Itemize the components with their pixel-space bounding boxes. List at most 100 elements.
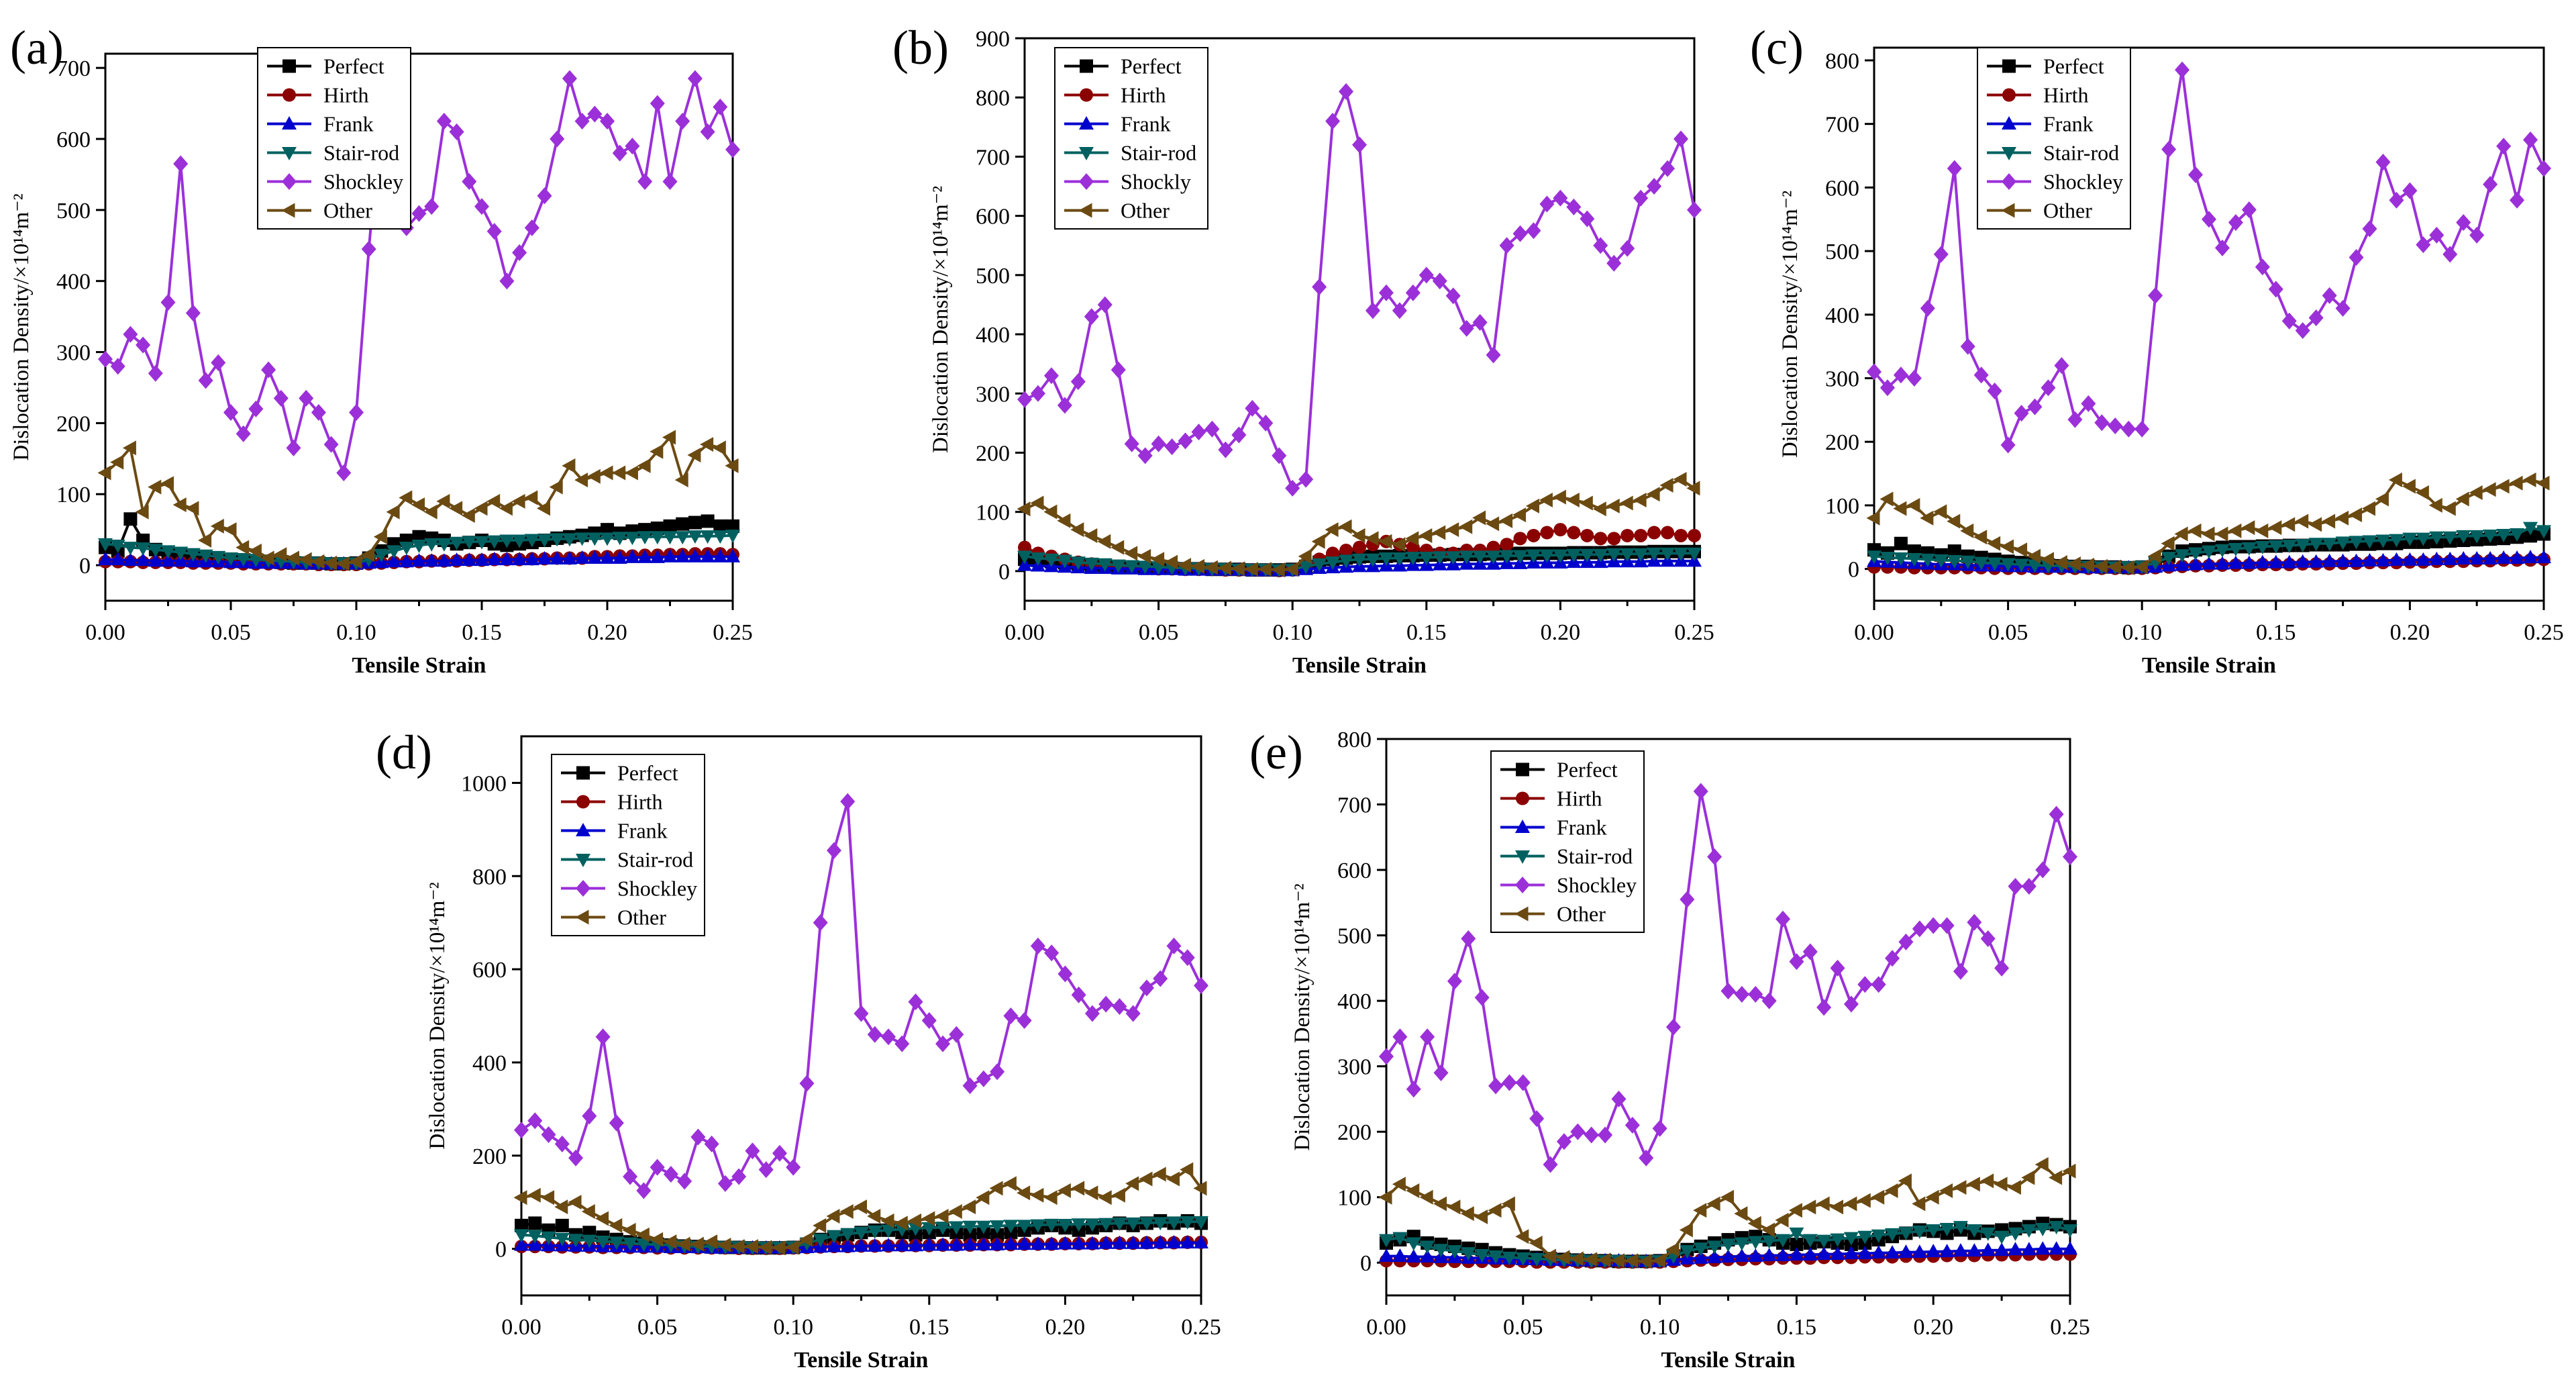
legend-marker <box>1080 88 1093 102</box>
data-point <box>123 542 138 556</box>
data-point <box>1125 1235 1141 1249</box>
chart-panel-4: (d) 0.00 0.05 0.10 0.15 0.20 0.25 0 200 400 600 800… <box>376 726 1221 1373</box>
data-point <box>1980 930 1996 947</box>
data-point <box>1191 424 1206 441</box>
legend-label: Other <box>323 199 372 223</box>
data-point <box>1830 1246 1845 1261</box>
data-point <box>826 842 841 859</box>
data-point <box>663 1234 677 1250</box>
y-axis-label: Dislocation Density/×10¹⁴m⁻² <box>425 882 450 1149</box>
data-point <box>609 1114 624 1132</box>
data-point <box>1652 1120 1667 1137</box>
data-point <box>123 326 138 343</box>
data-point <box>499 534 515 548</box>
data-point <box>2536 550 2551 564</box>
data-point <box>136 552 151 566</box>
data-point <box>675 548 690 562</box>
data-point <box>1098 995 1114 1013</box>
data-point <box>527 1237 543 1251</box>
legend-marker <box>576 854 590 867</box>
data-point <box>2214 526 2228 542</box>
data-point <box>1556 1133 1572 1150</box>
y-tick-label: 900 <box>976 27 1010 52</box>
data-point <box>1620 528 1635 542</box>
data-point <box>2161 141 2177 158</box>
data-point <box>1474 1209 1488 1224</box>
data-point <box>637 458 651 473</box>
data-point <box>1857 1230 1873 1244</box>
legend: Perfect Hirth Frank Stair-rod Shockley Other <box>1490 750 1645 933</box>
data-point <box>524 219 539 236</box>
legend-label: Frank <box>1121 112 1171 136</box>
data-point <box>1606 548 1622 562</box>
data-point <box>1707 1249 1722 1263</box>
data-point <box>894 1238 910 1252</box>
data-point <box>1802 1199 1816 1215</box>
data-point <box>1625 1116 1640 1134</box>
data-point <box>1885 1228 1900 1242</box>
data-point <box>637 531 653 545</box>
data-point <box>449 501 463 516</box>
data-point <box>976 1190 990 1205</box>
data-point <box>1926 917 1941 934</box>
data-point <box>637 549 653 563</box>
data-point <box>2523 131 2538 148</box>
data-point <box>1539 195 1555 213</box>
data-point <box>299 389 314 407</box>
data-point <box>1071 1181 1085 1196</box>
data-point <box>1030 552 1045 566</box>
data-point <box>1139 1171 1153 1187</box>
x-tick-label: 0.25 <box>1181 1315 1221 1340</box>
data-point <box>1512 225 1528 242</box>
data-point <box>881 1224 896 1238</box>
data-point <box>1790 1237 1804 1251</box>
data-point <box>813 1234 828 1248</box>
data-point <box>1734 985 1749 1003</box>
data-point <box>1884 1183 1898 1198</box>
data-point <box>1312 278 1327 295</box>
data-point <box>2281 312 2297 330</box>
x-tick-label: 0.00 <box>1854 620 1894 645</box>
data-point <box>1351 528 1366 543</box>
x-tick-label: 0.10 <box>336 620 376 645</box>
data-point <box>1392 302 1407 319</box>
data-point <box>675 113 690 130</box>
data-point <box>449 536 464 550</box>
data-point <box>2268 554 2283 569</box>
data-point <box>1339 544 1353 558</box>
data-point <box>499 552 515 566</box>
data-point <box>1365 302 1380 319</box>
y-tick-label: 600 <box>976 205 1010 230</box>
data-point <box>1606 254 1622 272</box>
data-point <box>962 1220 978 1234</box>
data-point <box>2536 475 2550 491</box>
data-point <box>1257 562 1272 577</box>
data-point <box>2014 558 2029 573</box>
data-point <box>1513 532 1527 546</box>
data-point <box>2335 553 2351 567</box>
data-point <box>713 519 727 533</box>
data-point <box>1529 1235 1543 1250</box>
data-point <box>1043 367 1059 385</box>
data-point <box>622 1222 636 1238</box>
data-point <box>1405 284 1421 301</box>
data-point <box>623 1237 638 1251</box>
data-point <box>700 437 714 452</box>
data-point <box>1960 555 1975 569</box>
data-point <box>725 530 740 544</box>
x-axis-label: Tensile Strain <box>2142 653 2276 678</box>
data-point <box>2241 520 2255 536</box>
x-tick-label: 0.20 <box>1541 620 1581 645</box>
data-point <box>1526 222 1541 240</box>
data-point <box>2188 547 2204 561</box>
y-tick-label: 100 <box>1825 494 1859 519</box>
y-tick-label: 100 <box>976 501 1010 526</box>
data-point <box>541 1231 556 1245</box>
data-point <box>2428 497 2442 513</box>
data-point <box>1879 379 1895 397</box>
data-point <box>2268 520 2282 536</box>
data-point <box>1515 1074 1531 1091</box>
data-point <box>624 465 638 481</box>
data-point <box>1392 1248 1408 1262</box>
data-point <box>513 1190 527 1205</box>
